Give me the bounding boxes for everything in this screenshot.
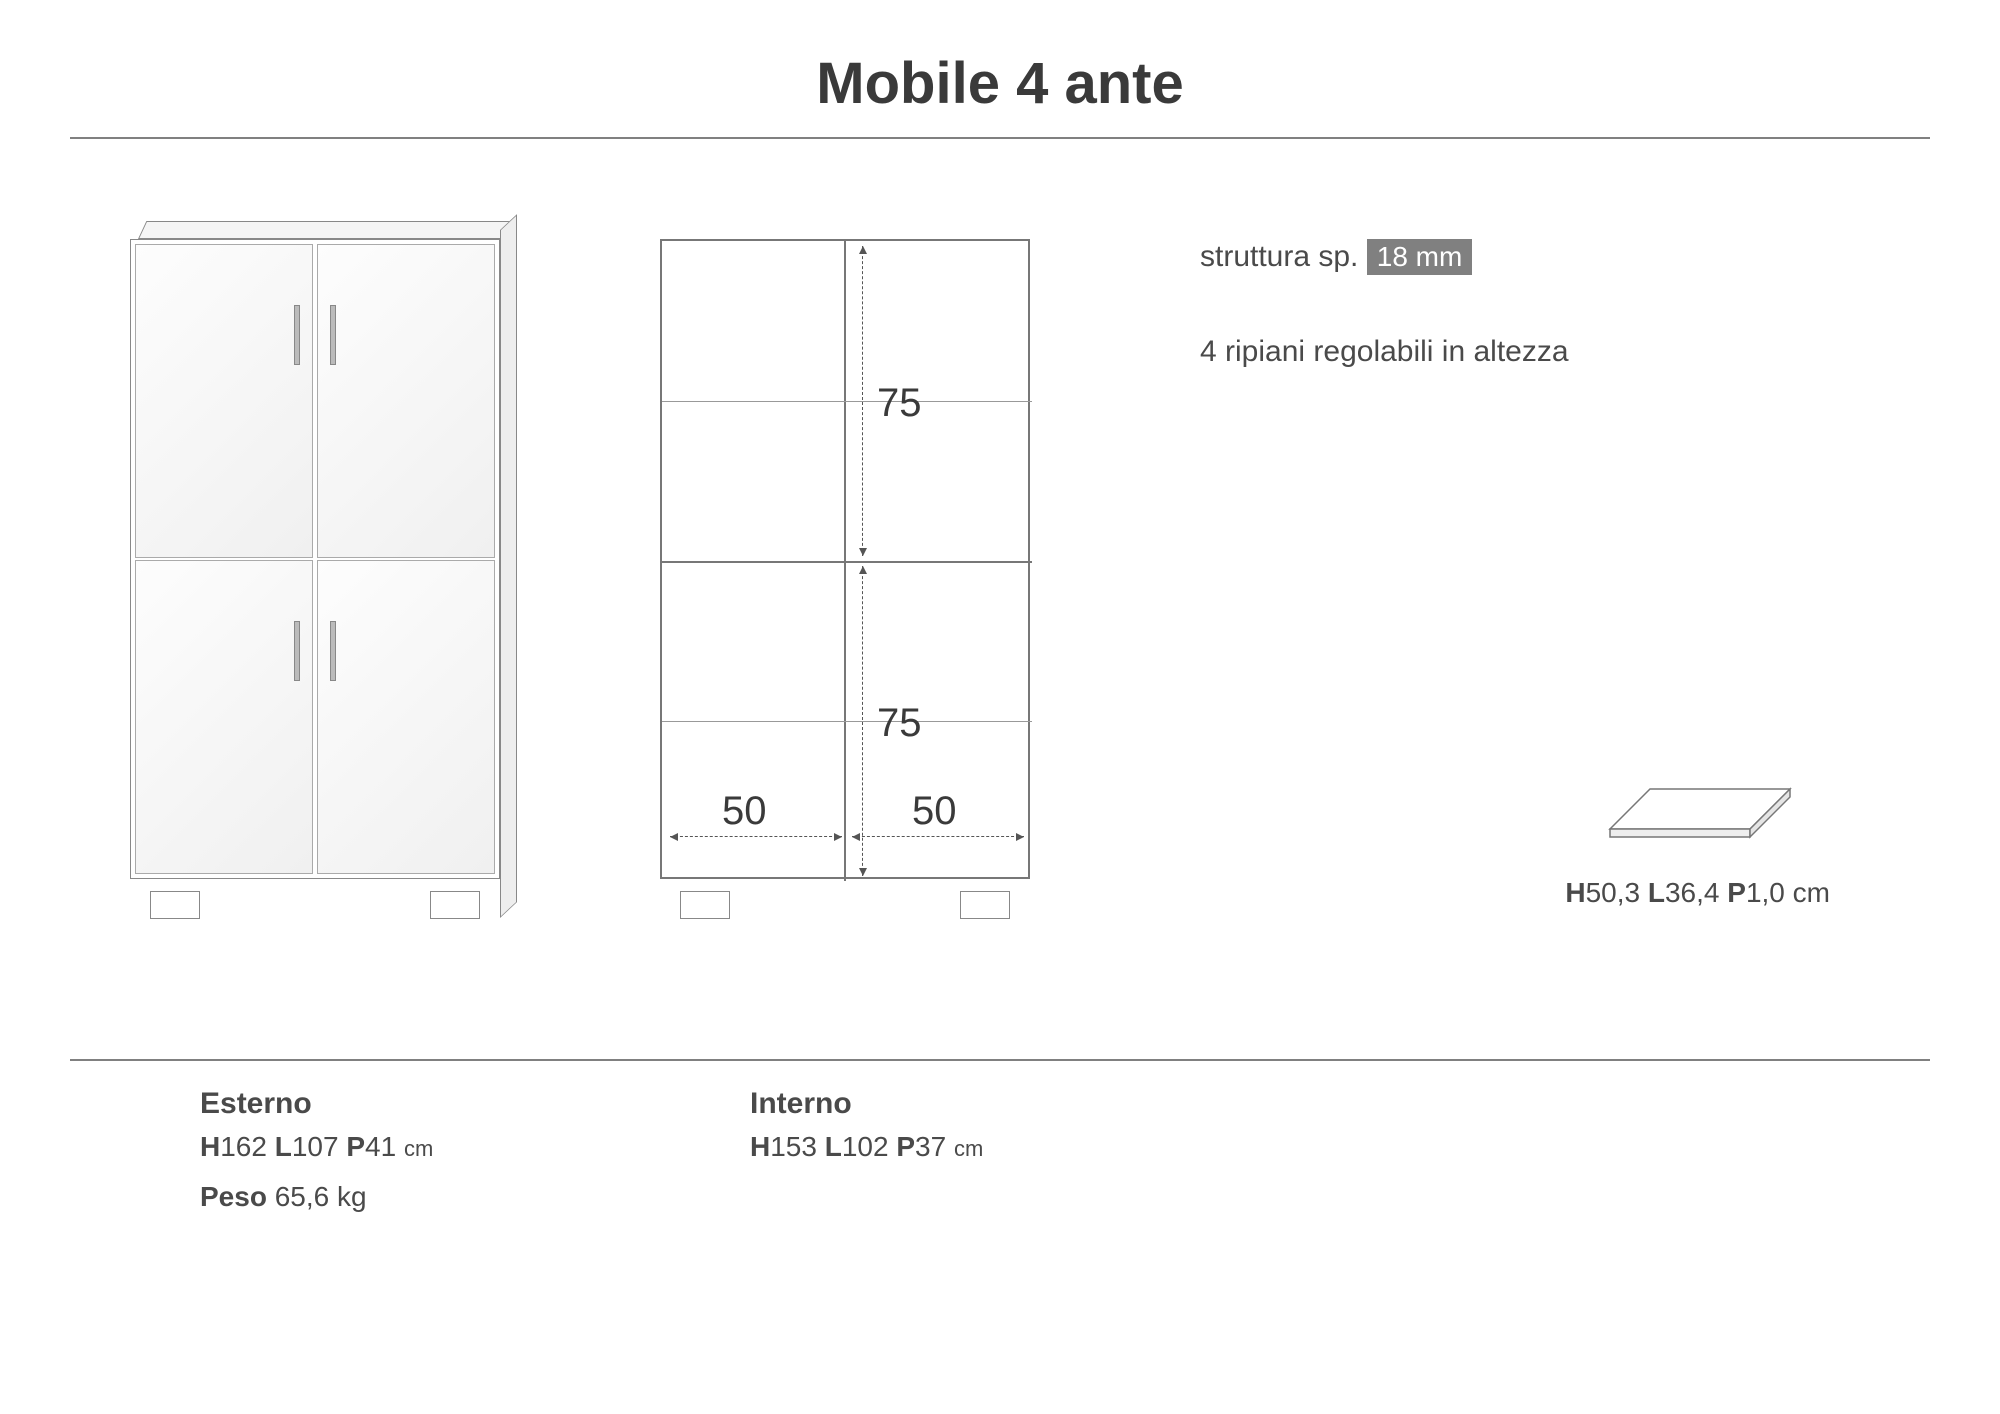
interior-specs: Interno H153 L102 P37 cm [620,1081,1170,1218]
interior-column: 75 75 50 50 [620,239,1140,1039]
cabinet-exterior-drawing [130,239,500,919]
cabinet-interior-drawing: 75 75 50 50 [660,239,1030,919]
interior-label: Interno [750,1081,1170,1126]
shelf-drawing [1590,769,1810,859]
dim-width-right: 50 [912,789,957,834]
exterior-specs: Esterno H162 L107 P41 cm Peso 65,6 kg [70,1081,620,1218]
exterior-column [70,239,590,1039]
exterior-weight: Peso 65,6 kg [200,1176,620,1218]
info-column: struttura sp. 18 mm 4 ripiani regolabili… [1140,239,1930,1039]
interior-dims: H153 L102 P37 cm [750,1126,1170,1168]
structure-badge: 18 mm [1367,239,1473,275]
bottom-labels: Esterno H162 L107 P41 cm Peso 65,6 kg In… [0,1061,2000,1218]
page-title: Mobile 4 ante [0,0,2000,137]
shelves-note: 4 ripiani regolabili in altezza [1200,335,1930,369]
dim-height-upper: 75 [877,381,922,426]
structure-thickness: struttura sp. 18 mm [1200,239,1930,275]
exterior-label: Esterno [200,1081,620,1126]
dim-width-left: 50 [722,789,767,834]
dim-height-lower: 75 [877,701,922,746]
exterior-dims: H162 L107 P41 cm [200,1126,620,1168]
content-row: 75 75 50 50 struttura sp. 18 mm 4 ripian… [0,139,2000,1039]
structure-label: struttura sp. [1200,240,1358,273]
shelf-dimensions: H50,3 L36,4 P1,0 cm [1565,877,1830,909]
